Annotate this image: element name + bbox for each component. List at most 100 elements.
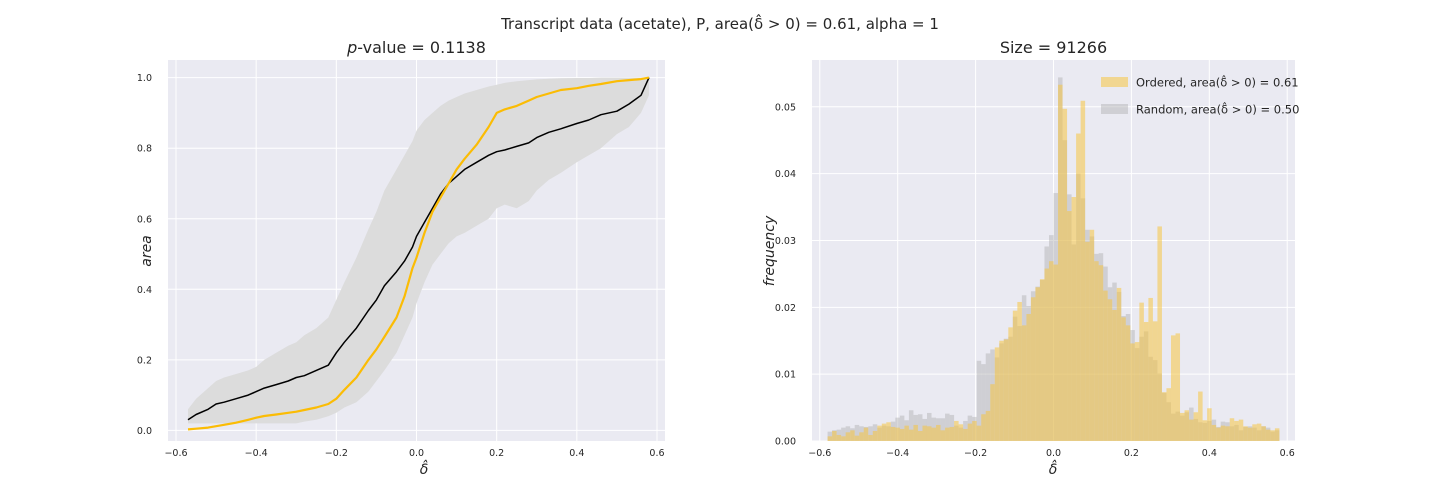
histogram-bar-ordered-62 (1107, 299, 1113, 441)
histogram-title: Size = 91266 (1000, 38, 1107, 57)
histogram-bar-ordered-48 (1044, 268, 1049, 441)
histogram-bar-ordered-99 (1274, 428, 1280, 441)
histogram-x-tick-label-1: −0.4 (886, 448, 909, 459)
histogram-bar-ordered-22 (926, 426, 932, 441)
histogram-bar-ordered-64 (1116, 287, 1122, 441)
histogram-bar-ordered-16 (899, 428, 905, 441)
histogram-x-axis-label: δ̂ (1049, 459, 1058, 478)
histogram-bar-ordered-47 (1039, 279, 1045, 441)
histogram-bar-ordered-15 (895, 427, 900, 441)
histogram-bar-ordered-43 (1021, 325, 1027, 441)
histogram-bar-ordered-86 (1216, 427, 1221, 441)
histogram-bar-ordered-44 (1026, 314, 1031, 441)
histogram-bar-ordered-89 (1229, 418, 1235, 441)
cdf-x-tick-label-3: 0.0 (409, 448, 424, 459)
histogram-bar-random-33 (976, 360, 982, 441)
histogram-bar-ordered-74 (1161, 392, 1167, 441)
histogram-legend: Ordered, area(δ̂ > 0) = 0.61 Random, are… (1101, 73, 1299, 117)
histogram-bar-ordered-13 (886, 422, 891, 441)
histogram-bar-random-34 (981, 364, 986, 441)
histogram-bar-ordered-68 (1134, 342, 1140, 441)
histogram-x-tick-label-2: −0.2 (964, 448, 987, 459)
legend-label-ordered: Ordered, area(δ̂ > 0) = 0.61 (1136, 73, 1299, 89)
histogram-bar-ordered-1 (832, 430, 837, 441)
histogram-bar-ordered-17 (904, 425, 909, 441)
cdf-x-tick-labels: −0.6 −0.4 −0.2 0.0 0.2 0.4 0.6 (164, 448, 664, 459)
histogram-y-tick-label-1: 0.01 (775, 370, 796, 381)
histogram-bar-ordered-14 (890, 426, 896, 441)
histogram-bar-ordered-76 (1170, 335, 1176, 441)
histogram-bar-ordered-23 (931, 427, 937, 441)
histogram-y-tick-label-5: 0.05 (775, 102, 796, 113)
histogram-bar-ordered-8 (863, 427, 869, 441)
histogram-bar-random-35 (985, 353, 991, 441)
histogram-bar-ordered-65 (1121, 317, 1126, 441)
histogram-bar-ordered-20 (917, 430, 923, 441)
cdf-x-tick-label-4: 0.2 (489, 448, 504, 459)
histogram-x-tick-labels: −0.6 −0.4 −0.2 0.0 0.2 0.4 0.6 (808, 448, 1295, 459)
legend-swatch-random (1101, 104, 1128, 114)
cdf-x-tick-label-6: 0.6 (649, 448, 664, 459)
histogram-x-tick-label-5: 0.4 (1202, 448, 1217, 459)
histogram-bar-ordered-88 (1225, 426, 1230, 441)
histogram-bar-ordered-91 (1238, 419, 1244, 441)
histogram-bar-ordered-18 (908, 429, 914, 441)
histogram-bar-ordered-82 (1198, 391, 1203, 441)
histogram-bar-ordered-36 (990, 384, 995, 441)
figure-suptitle: Transcript data (acetate), P, area(δ̂ > … (500, 13, 939, 33)
cdf-line-ordered (187, 76, 650, 431)
histogram-panel: −0.6 −0.4 −0.2 0.0 0.2 0.4 0.6 0.000.010.020.0… (762, 38, 1299, 478)
histogram-bar-ordered-21 (922, 425, 927, 441)
histogram-bar-ordered-83 (1202, 420, 1208, 441)
cdf-y-tick-label-2: 0.4 (137, 285, 152, 296)
histogram-bar-ordered-11 (877, 425, 882, 441)
histogram-bar-ordered-69 (1139, 302, 1144, 441)
histogram-bar-ordered-59 (1094, 261, 1099, 441)
legend-swatch-ordered (1101, 77, 1128, 87)
histogram-bar-ordered-67 (1130, 343, 1135, 441)
histogram-bar-ordered-45 (1030, 297, 1036, 441)
cdf-y-tick-label-5: 1.0 (137, 73, 152, 84)
histogram-y-tick-labels: 0.00 0.01 0.02 0.03 0.04 0.05 (775, 102, 796, 447)
histogram-ordered-bars (827, 84, 1280, 442)
cdf-panel: −0.6 −0.4 −0.2 0.0 0.2 0.4 0.6 0.0 0.2 0.4 0.6 0.8… (137, 38, 665, 478)
histogram-bar-random-26 (945, 413, 950, 441)
histogram-bar-ordered-27 (949, 426, 955, 441)
histogram-bar-ordered-33 (976, 425, 982, 441)
histogram-bar-ordered-58 (1089, 229, 1095, 441)
cdf-x-tick-label-2: −0.2 (325, 448, 348, 459)
histogram-bar-random-9 (868, 426, 873, 441)
histogram-bar-ordered-70 (1143, 322, 1149, 441)
histogram-bar-ordered-75 (1166, 388, 1171, 441)
histogram-bar-ordered-6 (854, 435, 860, 441)
histogram-x-tick-label-4: 0.2 (1124, 448, 1139, 459)
histogram-bar-ordered-87 (1220, 425, 1226, 441)
histogram-bar-ordered-3 (841, 436, 846, 441)
histogram-bar-ordered-0 (827, 436, 833, 441)
histogram-bar-ordered-41 (1012, 310, 1018, 441)
cdf-series-lines (187, 76, 650, 431)
cdf-x-axis-label: δ̂ (420, 459, 429, 478)
histogram-bar-ordered-84 (1207, 408, 1212, 441)
histogram-bar-ordered-72 (1152, 321, 1158, 441)
histogram-y-axis-label: frequency (762, 215, 778, 286)
histogram-bar-ordered-57 (1085, 241, 1090, 441)
histogram-bar-ordered-32 (972, 420, 977, 441)
histogram-bar-ordered-71 (1148, 297, 1153, 441)
histogram-bar-ordered-63 (1112, 309, 1117, 441)
histogram-bar-ordered-93 (1247, 427, 1253, 441)
histogram-bar-ordered-38 (999, 340, 1004, 441)
cdf-title: p-value = 0.1138 (346, 38, 486, 57)
histogram-bar-ordered-98 (1270, 430, 1275, 441)
histogram-bar-ordered-2 (836, 434, 842, 441)
histogram-bar-ordered-60 (1098, 265, 1104, 441)
histogram-y-tick-label-0: 0.00 (775, 437, 796, 448)
histogram-bar-ordered-24 (936, 424, 941, 441)
histogram-bar-ordered-37 (994, 347, 1000, 441)
histogram-bar-ordered-31 (967, 423, 973, 441)
histogram-bar-ordered-49 (1048, 261, 1054, 441)
histogram-bar-ordered-53 (1067, 211, 1072, 441)
cdf-title-rest: -value = 0.1138 (357, 38, 486, 57)
histogram-bar-ordered-30 (963, 428, 968, 441)
